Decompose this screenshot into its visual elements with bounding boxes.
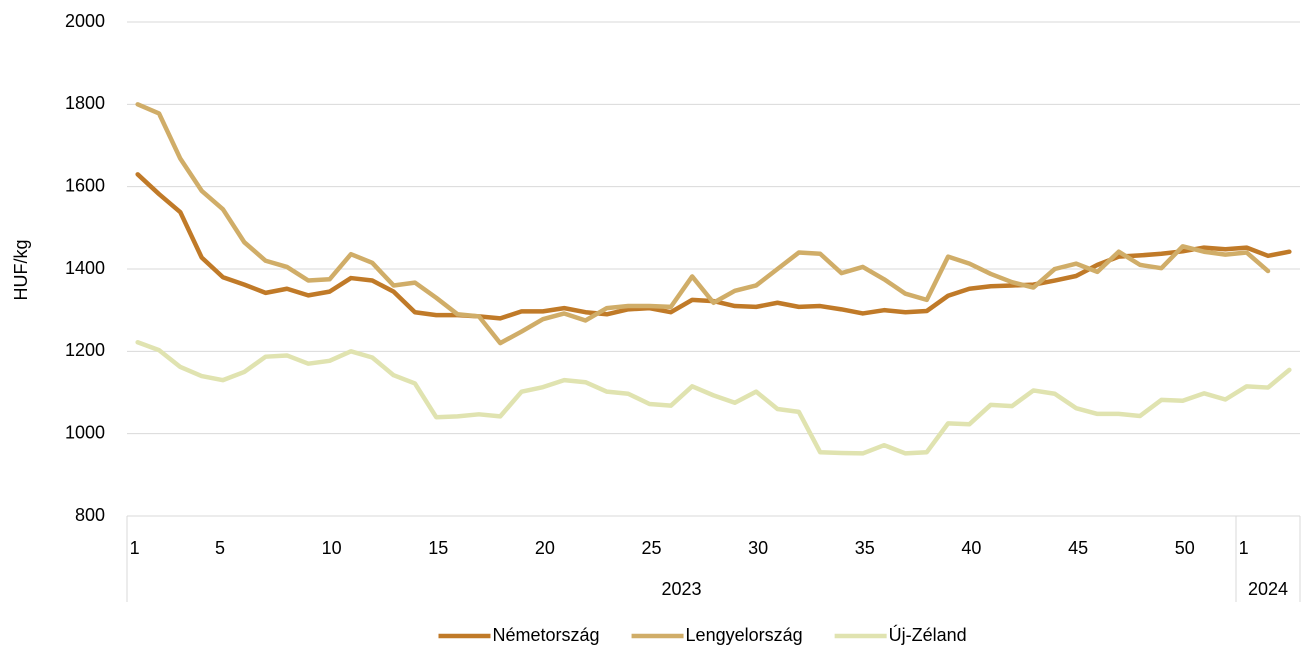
x-tick-label: 40 xyxy=(961,538,981,558)
x-tick-label: 50 xyxy=(1175,538,1195,558)
y-tick-label: 1200 xyxy=(65,340,105,360)
x-tick-label: 1 xyxy=(1239,538,1249,558)
x-tick-label: 20 xyxy=(535,538,555,558)
x-tick-label: 45 xyxy=(1068,538,1088,558)
y-tick-label: 1800 xyxy=(65,93,105,113)
x-tick-label: 10 xyxy=(322,538,342,558)
x-tick-label: 5 xyxy=(215,538,225,558)
y-axis-label: HUF/kg xyxy=(11,239,31,300)
x-tick-label: 25 xyxy=(642,538,662,558)
x-tick-label: 30 xyxy=(748,538,768,558)
series-line xyxy=(135,172,1292,321)
series-line xyxy=(135,340,1292,456)
series-line xyxy=(135,102,1271,346)
legend-label: Németország xyxy=(493,625,600,645)
x-tick-label: 1 xyxy=(130,538,140,558)
y-tick-label: 1400 xyxy=(65,258,105,278)
y-tick-label: 1000 xyxy=(65,422,105,442)
group-label: 2023 xyxy=(661,579,701,599)
legend-label: Lengyelország xyxy=(686,625,803,645)
y-tick-label: 1600 xyxy=(65,175,105,195)
x-tick-label: 35 xyxy=(855,538,875,558)
y-tick-label: 800 xyxy=(75,505,105,525)
y-tick-label: 2000 xyxy=(65,11,105,31)
x-tick-label: 15 xyxy=(428,538,448,558)
group-label: 2024 xyxy=(1248,579,1288,599)
legend-label: Új-Zéland xyxy=(889,624,967,645)
